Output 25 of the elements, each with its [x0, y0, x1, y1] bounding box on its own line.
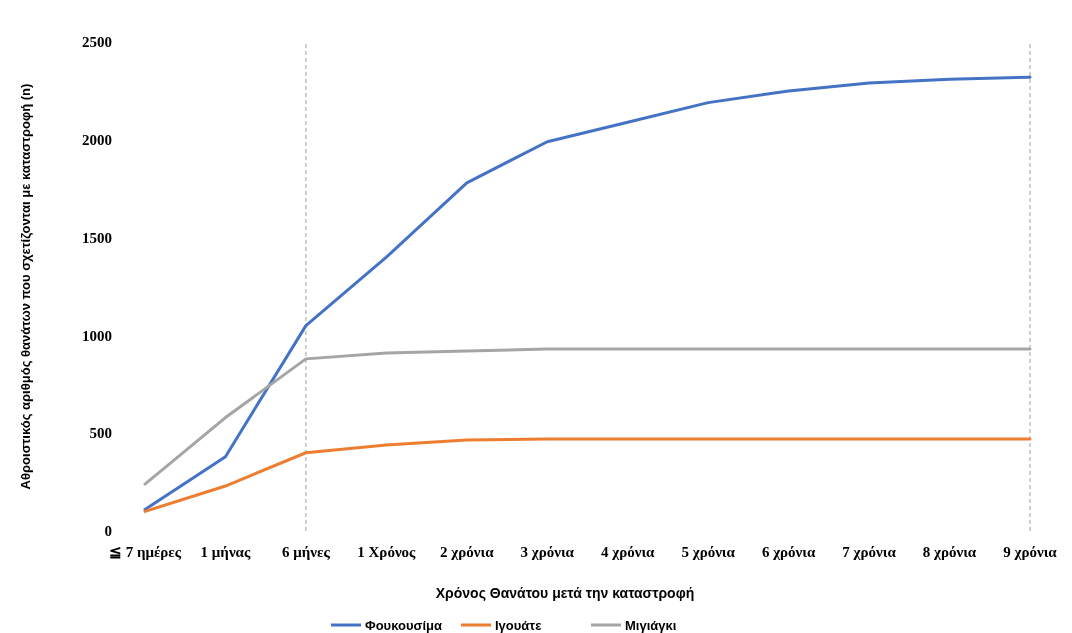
x-tick-label: 5 χρόνια: [681, 544, 736, 560]
y-tick-label: 0: [104, 523, 112, 540]
y-axis-title: Αθροιστικός αριθμός θανάτων που σχετίζονται με καταστροφή (n): [18, 83, 33, 490]
x-tick-label: ≦ 7 ημέρες: [108, 544, 182, 560]
x-tick-label: 8 χρόνια: [922, 544, 977, 560]
legend-label: Ιγουάτε: [495, 617, 542, 633]
x-tick-label: 7 χρόνια: [842, 544, 897, 560]
line-series: [143, 437, 1032, 513]
y-tick-label: 1500: [82, 229, 112, 246]
line-series: [143, 75, 1032, 511]
x-axis-title: Χρόνος Θανάτου μετά την καταστροφή: [435, 585, 695, 601]
x-tick-label: 6 χρόνια: [761, 544, 816, 560]
legend-label: Μιγιάγκι: [625, 617, 677, 633]
y-tick-label: 500: [89, 425, 112, 442]
x-tick-label: 4 χρόνια: [601, 544, 656, 560]
x-tick-label: 9 χρόνια: [1003, 544, 1058, 560]
x-tick-label: 2 χρόνια: [440, 544, 495, 560]
x-tick-label: 1 Χρόνος: [357, 544, 417, 560]
legend-label: Φουκουσίμα: [365, 617, 442, 633]
x-tick-label: 6 μήνες: [282, 544, 331, 560]
y-tick-label: 2500: [82, 34, 112, 51]
y-tick-label: 2000: [82, 132, 112, 149]
x-tick-label: 3 χρόνια: [520, 544, 575, 560]
y-tick-label: 1000: [82, 327, 112, 344]
x-tick-label: 1 μήνας: [200, 544, 251, 560]
